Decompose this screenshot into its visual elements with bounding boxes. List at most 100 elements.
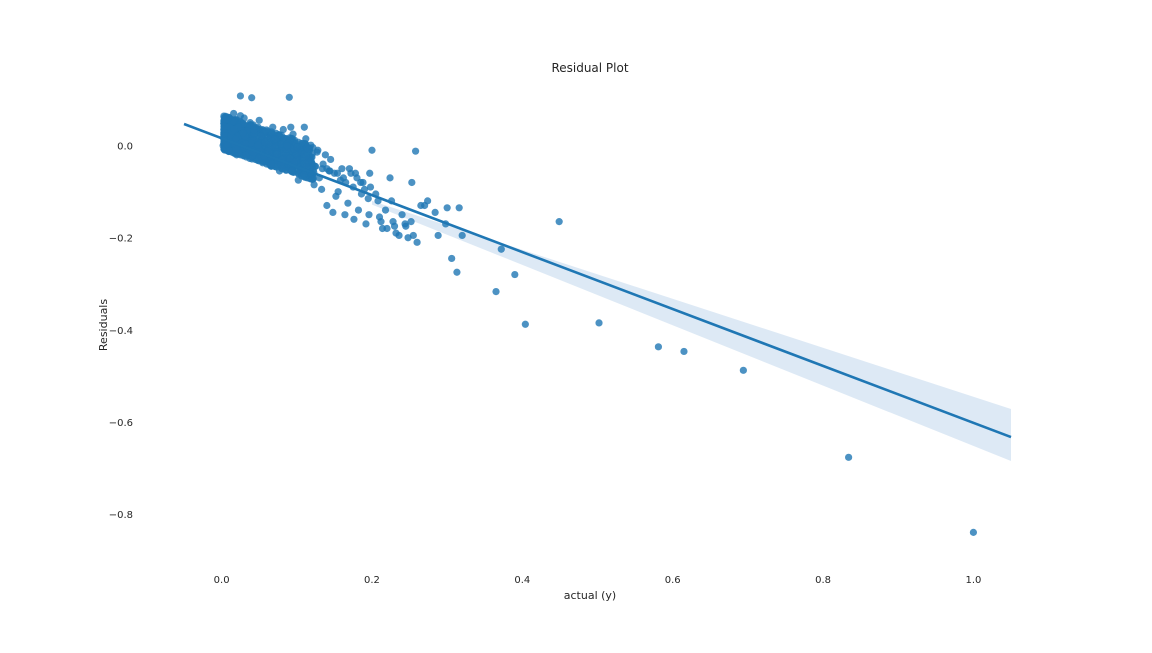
data-point — [421, 201, 429, 210]
data-point — [304, 145, 312, 153]
data-point — [389, 218, 397, 226]
x-tick-label: 0.0 — [214, 575, 230, 586]
y-tick-label: 0.0 — [117, 142, 133, 153]
data-point — [381, 206, 390, 214]
data-point — [555, 218, 563, 226]
data-point — [595, 319, 603, 327]
data-point — [453, 268, 461, 276]
data-point — [368, 146, 376, 154]
data-point — [287, 123, 295, 131]
data-point — [386, 174, 394, 182]
data-point — [318, 165, 326, 173]
data-point — [302, 152, 310, 160]
data-point — [392, 229, 400, 237]
x-axis-label: actual (y) — [564, 589, 616, 602]
data-point — [329, 208, 337, 217]
confidence-band-layer — [371, 200, 1011, 462]
data-point — [332, 192, 340, 200]
data-points-layer — [219, 92, 978, 536]
data-point — [310, 181, 318, 189]
data-point — [285, 154, 294, 162]
confidence-band — [371, 200, 1011, 462]
data-point — [323, 201, 331, 210]
y-tick-label: −0.2 — [109, 234, 133, 245]
data-point — [404, 234, 412, 242]
data-point — [654, 343, 663, 351]
data-point — [267, 160, 275, 169]
data-point — [366, 169, 374, 177]
data-point — [273, 150, 281, 158]
x-tick-label: 0.8 — [815, 575, 831, 586]
data-point — [221, 115, 229, 124]
data-point — [248, 94, 256, 102]
data-point — [333, 169, 341, 177]
data-point — [407, 218, 415, 226]
data-point — [378, 224, 387, 233]
data-point — [321, 151, 329, 159]
y-tick-label: −0.6 — [109, 418, 133, 429]
data-point — [375, 213, 384, 221]
data-point — [353, 174, 361, 182]
data-point — [293, 143, 301, 151]
data-point — [364, 194, 372, 203]
data-point — [402, 222, 410, 230]
data-point — [347, 169, 355, 177]
data-point — [277, 131, 285, 139]
data-point — [845, 453, 853, 461]
data-point — [318, 185, 326, 193]
data-point — [279, 125, 287, 134]
data-point — [458, 231, 466, 240]
data-point — [365, 211, 373, 219]
data-point — [411, 147, 420, 155]
x-tick-label: 1.0 — [965, 575, 981, 586]
data-point — [413, 238, 421, 246]
data-point — [257, 132, 265, 140]
data-point — [359, 178, 367, 187]
data-point — [443, 204, 451, 212]
data-point — [283, 142, 291, 150]
data-point — [455, 204, 463, 212]
data-point — [350, 215, 358, 223]
data-point — [448, 254, 456, 263]
data-point — [225, 146, 233, 155]
y-tick-label: −0.8 — [109, 510, 133, 521]
data-point — [327, 155, 335, 164]
data-point — [366, 183, 375, 191]
data-point — [739, 366, 747, 374]
data-point — [408, 178, 416, 187]
y-tick-labels: 0.0 −0.2 −0.4 −0.6 −0.8 — [109, 142, 133, 521]
data-point — [220, 125, 228, 133]
data-point — [326, 167, 334, 175]
regression-line-layer — [183, 122, 1012, 439]
data-point — [242, 151, 250, 159]
y-axis-label: Residuals — [97, 299, 110, 351]
data-point — [362, 220, 370, 228]
x-tick-label: 0.2 — [364, 575, 380, 586]
data-point — [497, 245, 505, 253]
data-point — [354, 206, 363, 214]
data-point — [288, 167, 296, 175]
data-point — [308, 175, 316, 183]
data-point — [247, 139, 255, 147]
regression-line — [183, 122, 1012, 439]
data-point — [230, 125, 238, 133]
data-point — [344, 199, 352, 207]
data-point — [267, 128, 276, 136]
x-tick-labels: 0.0 0.2 0.4 0.6 0.8 1.0 — [214, 575, 982, 586]
data-point — [250, 123, 258, 131]
data-point — [300, 123, 308, 131]
data-point — [271, 135, 280, 143]
data-point — [431, 208, 439, 217]
data-point — [254, 141, 262, 149]
data-point — [434, 231, 442, 240]
data-point — [511, 270, 519, 279]
x-tick-label: 0.6 — [665, 575, 681, 586]
data-point — [255, 116, 263, 124]
chart-title: Residual Plot — [551, 61, 628, 75]
y-tick-label: −0.4 — [109, 326, 133, 337]
data-point — [492, 287, 500, 296]
data-point — [969, 528, 978, 536]
data-point — [236, 92, 245, 100]
